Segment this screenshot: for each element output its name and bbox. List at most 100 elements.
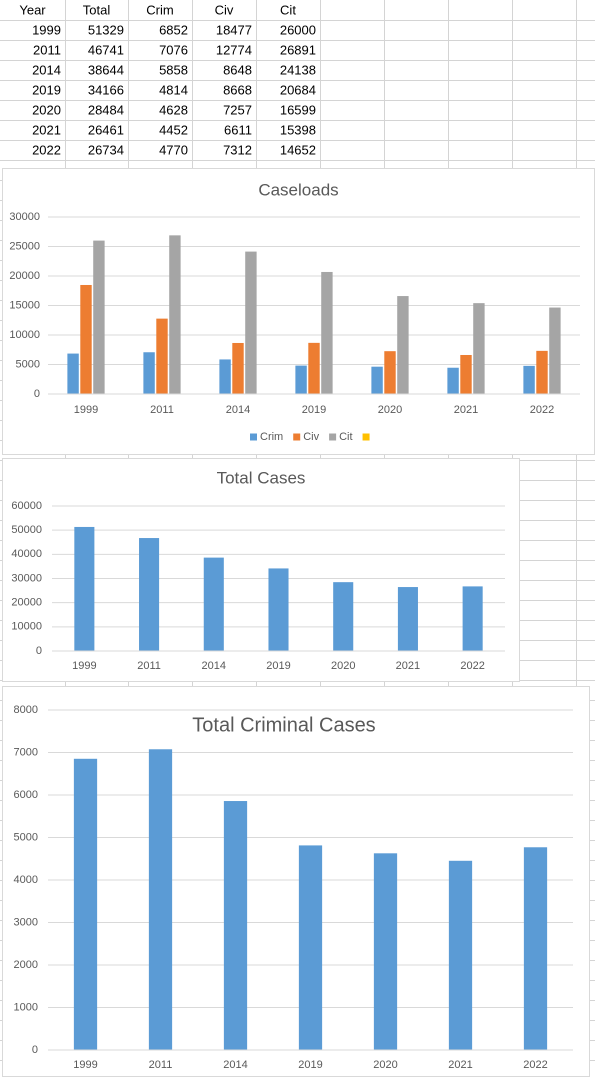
bar — [219, 359, 231, 394]
y-tick-label: 50000 — [11, 524, 42, 536]
table-cell: 7076 — [159, 42, 188, 57]
bar — [473, 303, 485, 394]
x-tick-label: 2014 — [226, 404, 250, 416]
x-tick-label: 2011 — [149, 1059, 173, 1071]
y-tick-label: 20000 — [9, 270, 40, 282]
y-tick-label: 8000 — [14, 704, 38, 716]
x-tick-label: 2021 — [448, 1059, 472, 1071]
y-tick-label: 1000 — [14, 1001, 38, 1013]
bar — [268, 568, 289, 651]
table-cell: 28484 — [88, 102, 124, 117]
y-tick-label: 4000 — [14, 874, 38, 886]
table-cell: 5858 — [159, 62, 188, 77]
y-tick-label: 6000 — [14, 789, 38, 801]
table-cell: 1999 — [32, 22, 61, 37]
table-cell: 4770 — [159, 142, 188, 157]
bar — [74, 526, 95, 651]
x-tick-label: 2022 — [530, 404, 554, 416]
header-cell: Civ — [215, 2, 234, 17]
bar — [156, 318, 168, 394]
bar — [462, 586, 483, 651]
table-cell: 46741 — [88, 42, 124, 57]
bar — [523, 365, 535, 394]
bar — [80, 284, 92, 394]
table-cell: 51329 — [88, 22, 124, 37]
x-tick-label: 1999 — [74, 404, 98, 416]
header-cell: Cit — [280, 2, 296, 17]
table-cell: 18477 — [216, 22, 252, 37]
bar — [373, 853, 398, 1050]
y-tick-label: 0 — [36, 645, 42, 657]
x-tick-label: 2019 — [302, 404, 326, 416]
x-tick-label: 2019 — [298, 1059, 322, 1071]
y-tick-label: 15000 — [9, 299, 40, 311]
bar — [139, 538, 160, 651]
table-cell: 7257 — [223, 102, 252, 117]
table-cell: 26891 — [280, 42, 316, 57]
header-cell: Total — [83, 2, 111, 17]
y-tick-label: 10000 — [9, 329, 40, 341]
legend-swatch — [250, 433, 257, 441]
legend-swatch — [293, 433, 301, 441]
table-cell: 15398 — [280, 122, 316, 137]
x-tick-label: 1999 — [72, 660, 96, 672]
bar — [298, 845, 323, 1050]
y-tick-label: 30000 — [11, 572, 42, 584]
table-cell: 38644 — [88, 62, 124, 77]
x-tick-label: 2021 — [454, 404, 478, 416]
y-tick-label: 10000 — [11, 621, 42, 633]
table-cell: 6852 — [159, 22, 188, 37]
y-tick-label: 2000 — [14, 959, 38, 971]
table-cell: 2021 — [32, 122, 61, 137]
legend-label: Crim — [260, 431, 283, 443]
bar — [308, 342, 320, 394]
table-cell: 14652 — [280, 142, 316, 157]
bar — [523, 847, 548, 1050]
chart-title: Total Criminal Cases — [192, 714, 375, 736]
y-tick-label: 3000 — [14, 916, 38, 928]
table-cell: 16599 — [280, 102, 316, 117]
table-cell: 7312 — [223, 142, 252, 157]
bar — [295, 365, 307, 394]
bar — [203, 557, 224, 651]
chart-title: Total Cases — [217, 468, 306, 487]
legend-label: Civ — [303, 431, 319, 443]
bar — [549, 307, 561, 394]
bar — [169, 235, 181, 394]
table-cell: 2020 — [32, 102, 61, 117]
bar — [73, 758, 98, 1050]
bar — [223, 801, 248, 1050]
y-tick-label: 7000 — [14, 746, 38, 758]
x-tick-label: 2020 — [378, 404, 402, 416]
table-cell: 8668 — [223, 82, 252, 97]
bar — [93, 240, 105, 394]
table-cell: 26000 — [280, 22, 316, 37]
table-cell: 8648 — [223, 62, 252, 77]
legend-label: Cit — [339, 431, 352, 443]
y-tick-label: 0 — [32, 1044, 38, 1056]
x-tick-label: 1999 — [73, 1059, 97, 1071]
bar — [148, 749, 173, 1050]
x-tick-label: 2021 — [396, 660, 420, 672]
table-cell: 20684 — [280, 82, 316, 97]
bar — [397, 587, 418, 651]
bar — [245, 251, 257, 394]
header-cell: Year — [19, 2, 46, 17]
bar — [397, 296, 409, 394]
bar — [448, 860, 473, 1050]
table-cell: 2014 — [32, 62, 61, 77]
legend-swatch-extra — [362, 433, 370, 441]
table-cell: 26461 — [88, 122, 124, 137]
y-tick-label: 30000 — [9, 211, 40, 223]
table-cell: 6611 — [224, 122, 252, 137]
table-cell: 34166 — [88, 82, 124, 97]
bar — [143, 352, 155, 394]
y-tick-label: 40000 — [11, 548, 42, 560]
legend-swatch — [329, 433, 337, 441]
x-tick-label: 2020 — [373, 1059, 397, 1071]
table-cell: 24138 — [280, 62, 316, 77]
table-cell: 4814 — [159, 82, 188, 97]
y-tick-label: 5000 — [14, 831, 38, 843]
